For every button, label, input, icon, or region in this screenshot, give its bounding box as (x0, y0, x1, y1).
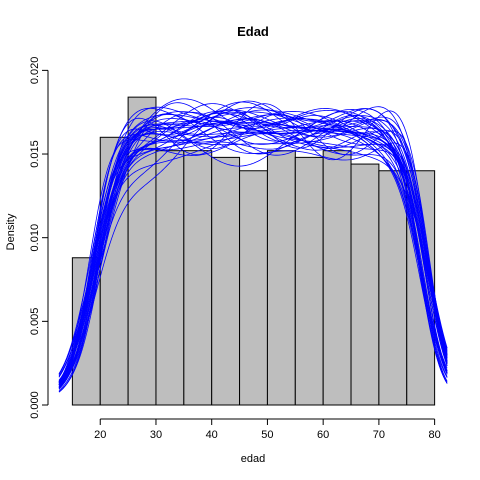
histogram-bar (99, 136, 129, 406)
density-curve (58, 101, 448, 388)
density-curve (58, 107, 448, 383)
density-curve (58, 111, 448, 382)
y-tick-label: 0.000 (29, 391, 41, 419)
histogram-bar (183, 150, 213, 406)
density-curve (58, 108, 448, 382)
density-curve (58, 131, 448, 388)
x-axis-label: edad (241, 453, 265, 465)
density-curve (58, 130, 448, 382)
y-tick-label: 0.005 (29, 308, 41, 336)
x-tick-label: 30 (150, 429, 162, 441)
y-tick-label: 0.020 (29, 57, 41, 85)
y-axis: 0.000 0.005 0.010 0.015 0.020 (29, 57, 49, 419)
x-tick-label: 60 (317, 429, 329, 441)
y-axis-label: Density (5, 213, 17, 250)
density-curve (58, 127, 448, 374)
density-curve (58, 111, 448, 383)
density-curve (58, 102, 448, 385)
density-curve (58, 100, 448, 381)
histogram-bar (239, 170, 268, 406)
histogram-bar (350, 163, 380, 406)
histogram-bar (266, 150, 296, 406)
histogram-bar (322, 150, 352, 406)
histogram-bar (294, 156, 324, 406)
x-tick-label: 80 (428, 429, 440, 441)
histogram-bar (155, 150, 185, 406)
y-tick-label: 0.010 (29, 224, 41, 252)
x-tick-label: 70 (373, 429, 385, 441)
x-axis: 20 30 40 50 60 70 80 (94, 418, 441, 441)
x-tick-label: 50 (261, 429, 273, 441)
histogram-bar (211, 156, 241, 406)
density-curves (58, 98, 448, 393)
density-curve (58, 98, 448, 388)
x-tick-label: 20 (94, 429, 106, 441)
y-tick-label: 0.015 (29, 140, 41, 168)
density-curve (58, 120, 448, 384)
density-curve (58, 106, 448, 390)
density-curve (58, 108, 448, 384)
chart-title: Edad (237, 24, 269, 39)
histogram-bar (378, 170, 408, 406)
x-tick-label: 40 (206, 429, 218, 441)
density-curve (58, 114, 448, 382)
